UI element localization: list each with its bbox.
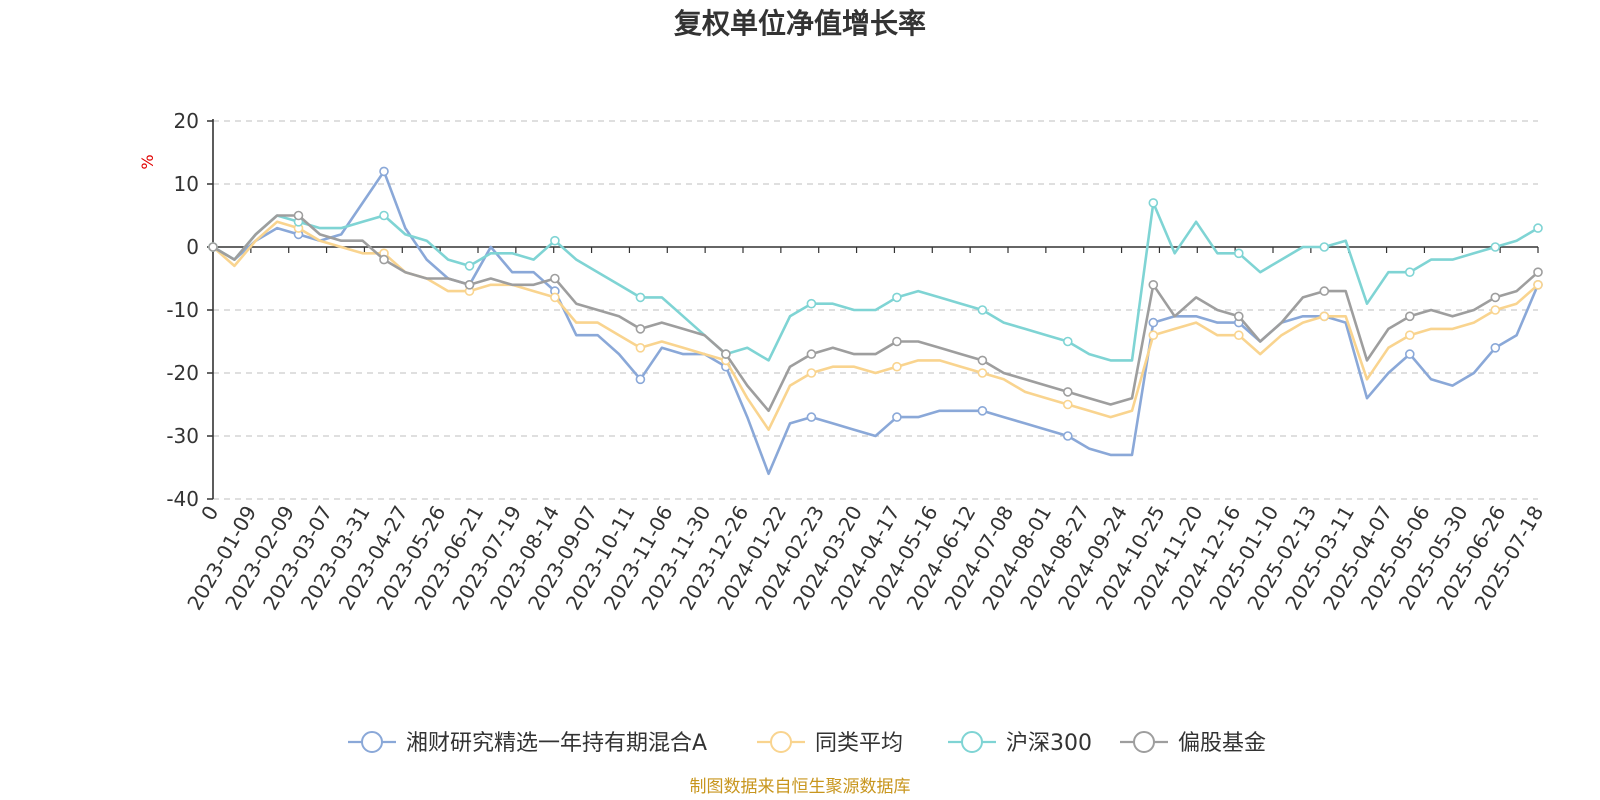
series-point	[1319, 242, 1330, 252]
series-point	[977, 368, 988, 378]
series-point	[806, 412, 817, 422]
series-point	[1490, 242, 1501, 252]
y-tick-labels: 20 10 0 -10 -20 -30 -40	[166, 109, 199, 511]
series-point	[1063, 399, 1073, 410]
legend-item-3[interactable]: 偏股基金	[1120, 731, 1266, 756]
chart-title: 复权单位净值增长率	[674, 7, 926, 40]
series-point	[1319, 311, 1330, 322]
series-point	[892, 361, 902, 372]
series-point	[1063, 431, 1073, 441]
y-tick-label: 10	[174, 172, 199, 196]
series-2	[208, 198, 1543, 362]
series-line	[212, 201, 1539, 362]
series-point	[1148, 198, 1159, 208]
legend-item-2[interactable]: 沪深300	[948, 731, 1092, 756]
x-tick-labels: 02023-01-092023-02-092023-03-072023-03-3…	[182, 501, 1548, 614]
series-point	[1319, 286, 1330, 296]
series-point	[721, 349, 731, 359]
series-point	[1234, 311, 1244, 322]
series-1	[208, 220, 1543, 431]
series-point	[1234, 248, 1244, 259]
legend-label: 同类平均	[815, 731, 903, 756]
series-point	[806, 349, 817, 359]
series-line	[212, 214, 1539, 413]
series-point	[1405, 349, 1415, 359]
legend-item-1[interactable]: 同类平均	[757, 731, 903, 756]
series-point	[379, 166, 389, 177]
series-point	[208, 242, 218, 252]
series-point	[806, 298, 817, 309]
series-point	[635, 292, 646, 303]
data-source-note: 制图数据来自恒生聚源数据库	[690, 777, 911, 797]
series-point	[892, 292, 902, 303]
series-point	[1490, 342, 1501, 353]
series-point	[977, 405, 988, 416]
series-point	[1405, 267, 1415, 278]
series-line	[212, 220, 1539, 431]
legend-marker	[961, 731, 983, 753]
y-tick-label: -20	[166, 361, 199, 385]
y-tick-label: -30	[166, 424, 199, 448]
series-point	[1405, 311, 1415, 322]
series-point	[1063, 336, 1073, 347]
series-point	[1533, 223, 1543, 233]
series-point	[1490, 292, 1501, 303]
series-point	[1405, 330, 1415, 341]
legend-label: 沪深300	[1006, 731, 1092, 756]
legend-label: 湘财研究精选一年持有期混合A	[406, 731, 707, 756]
series-point	[293, 210, 304, 221]
series-point	[806, 368, 817, 378]
legend-marker	[770, 731, 792, 753]
series-point	[635, 374, 646, 385]
y-tick-label: 0	[186, 235, 199, 259]
y-tick-label: -10	[166, 298, 199, 322]
y-tick-label: 20	[174, 109, 199, 133]
series-point	[379, 210, 389, 221]
y-axis-unit: %	[138, 154, 157, 169]
series-point	[1063, 387, 1073, 397]
series-point	[1148, 279, 1159, 290]
series-point	[892, 336, 902, 347]
legend-label: 偏股基金	[1178, 731, 1266, 756]
legend[interactable]: 湘财研究精选一年持有期混合A 同类平均 沪深300 偏股基金	[348, 731, 1266, 756]
series-point	[1148, 317, 1159, 328]
legend-item-0[interactable]: 湘财研究精选一年持有期混合A	[348, 731, 707, 756]
series-point	[550, 292, 560, 303]
series-point	[1234, 330, 1244, 341]
y-tick-label: -40	[166, 487, 199, 511]
series-point	[1533, 267, 1543, 278]
series-point	[1533, 279, 1543, 290]
series-point	[379, 254, 389, 265]
series-3	[208, 210, 1543, 413]
series-point	[464, 279, 475, 290]
series-point	[977, 355, 988, 366]
series-point	[550, 273, 560, 284]
series-point	[1148, 330, 1159, 341]
series-point	[464, 261, 475, 271]
series-line	[212, 170, 1540, 476]
series-point	[635, 324, 646, 334]
series-point	[892, 412, 902, 422]
series-0	[208, 166, 1543, 476]
series-point	[977, 305, 988, 315]
legend-marker	[1133, 731, 1155, 753]
series-point	[550, 235, 560, 246]
series-point	[1490, 305, 1501, 315]
series-point	[635, 342, 646, 353]
legend-marker	[361, 731, 383, 753]
series-lines	[208, 166, 1543, 476]
x-tick-label: 0	[196, 502, 223, 525]
